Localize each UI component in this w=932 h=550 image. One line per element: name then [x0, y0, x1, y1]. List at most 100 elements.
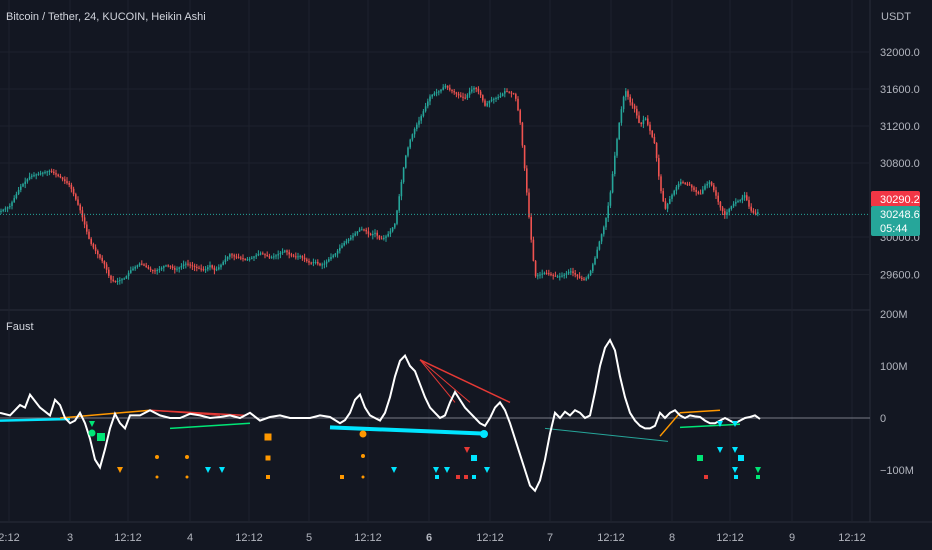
triangle-marker	[464, 447, 470, 453]
candle-body	[303, 257, 306, 260]
candle-body	[53, 171, 55, 174]
candle-body	[191, 265, 194, 267]
candle-body	[638, 115, 640, 123]
candle-body	[750, 206, 752, 211]
candle-body	[658, 158, 660, 177]
candle-body	[644, 118, 647, 120]
candle-body	[112, 279, 114, 281]
candle-body	[270, 257, 273, 259]
candle-body	[673, 190, 675, 195]
divergence-line	[679, 423, 741, 429]
candle-body	[537, 275, 539, 277]
candle-body	[28, 176, 31, 180]
candle-body	[587, 275, 590, 279]
candle-body	[515, 94, 517, 99]
candle-body	[347, 239, 350, 242]
candle-body	[0, 210, 2, 212]
candle-body	[660, 176, 662, 192]
candle-body	[697, 191, 700, 194]
candle-body	[680, 182, 682, 184]
candle-body	[532, 239, 535, 261]
candle-body	[127, 272, 130, 277]
candle-body	[99, 254, 101, 258]
square-marker	[697, 455, 703, 461]
candle-body	[506, 91, 508, 93]
indicator-name[interactable]: Faust	[6, 321, 34, 333]
time-tick-label: 12:12	[597, 532, 625, 544]
triangle-marker	[732, 467, 738, 473]
circle-marker	[185, 455, 189, 459]
candle-body	[402, 167, 405, 182]
candle-body	[385, 236, 387, 238]
time-tick-label: 12:12	[716, 532, 744, 544]
candle-body	[321, 264, 323, 266]
candle-body	[715, 190, 717, 196]
time-tick-label: 12:12	[114, 532, 142, 544]
candle-body	[268, 256, 271, 258]
candle-body	[334, 253, 337, 256]
symbol-title[interactable]: Bitcoin / Tether, 24, KUCOIN, Heikin Ash…	[6, 11, 206, 23]
circle-marker	[88, 429, 96, 437]
candle-body	[35, 174, 37, 176]
candle-body	[323, 263, 326, 265]
price-tick-label: 31200.0	[880, 121, 920, 133]
candle-body	[605, 217, 607, 228]
candle-body	[405, 155, 407, 168]
candle-body	[204, 269, 207, 271]
candle-body	[556, 276, 559, 278]
candle-body	[26, 179, 29, 182]
time-tick-label: 6	[426, 532, 432, 544]
candle-body	[526, 168, 528, 193]
candle-body	[336, 250, 339, 254]
candle-body	[499, 96, 502, 98]
candle-body	[554, 275, 557, 277]
candle-body	[462, 96, 464, 98]
candle-body	[68, 182, 70, 185]
price-tick-label: 32000.0	[880, 47, 920, 59]
triangle-marker	[117, 467, 123, 473]
candle-body	[4, 208, 7, 210]
triangle-marker	[484, 467, 490, 473]
candle-body	[70, 184, 73, 189]
candle-body	[328, 259, 330, 262]
candle-body	[735, 201, 737, 204]
divergence-line	[544, 427, 669, 442]
candle-body	[330, 257, 332, 260]
price-axis[interactable]: 32000.031600.031200.030800.030000.029600…	[880, 47, 920, 282]
candle-body	[61, 177, 64, 180]
square-marker	[756, 475, 760, 479]
candle-body	[231, 254, 233, 256]
time-axis[interactable]: 2:12 3 12:12 4 12:12 5 12:12 6 12:12 7 12:12 8 12:12…	[0, 532, 866, 544]
triangle-marker	[732, 447, 738, 453]
candle-body	[376, 232, 378, 236]
candle-body	[552, 274, 554, 276]
candle-body	[455, 92, 458, 94]
candle-body	[237, 257, 240, 259]
candle-body	[420, 116, 422, 121]
candle-body	[281, 251, 284, 253]
time-tick-label: 12:12	[476, 532, 504, 544]
circle-marker	[359, 430, 367, 438]
candle-body	[418, 120, 420, 125]
candle-body	[653, 136, 656, 144]
candle-body	[116, 280, 119, 282]
candle-body	[365, 229, 367, 232]
candle-body	[147, 267, 150, 269]
oscillator-axis[interactable]: 200M 100M 0 −100M	[880, 309, 914, 477]
candle-body	[739, 200, 741, 202]
last-price-tag: 30290.2	[871, 191, 920, 207]
candle-body	[677, 183, 680, 188]
candle-body	[424, 106, 427, 112]
time-tick-label: 8	[669, 532, 675, 544]
candle-body	[651, 130, 653, 137]
candle-body	[548, 273, 550, 275]
candle-body	[233, 255, 235, 257]
candle-body	[440, 89, 442, 92]
candle-body	[486, 103, 488, 106]
candle-body	[721, 207, 724, 212]
candle-body	[541, 273, 543, 275]
candle-body	[649, 124, 651, 131]
candle-body	[138, 263, 141, 266]
divergence-line	[679, 409, 721, 414]
